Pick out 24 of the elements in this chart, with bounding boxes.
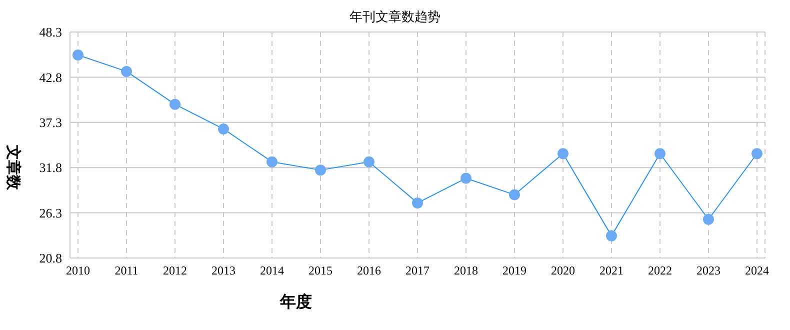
y-tick-label: 31.8 [39,160,62,176]
y-tick-label: 42.8 [39,70,62,85]
x-axis-title: 年度 [280,292,312,313]
x-tick-label: 2024 [745,264,769,278]
x-tick-label: 2019 [502,264,526,278]
x-tick-label: 2023 [696,264,720,278]
x-tick-label: 2018 [454,264,478,278]
x-tick-label: 2016 [357,264,381,278]
y-tick-label: 48.3 [39,24,62,40]
x-tick-label: 2020 [551,264,575,278]
x-tick-label: 2017 [406,264,430,278]
x-tick-label: 2011 [114,264,138,278]
y-tick-label: 20.8 [39,250,62,266]
y-tick-label: 37.3 [39,115,62,130]
x-tick-label: 2022 [648,264,672,278]
y-tick-label: 26.3 [39,205,62,220]
x-tick-label: 2014 [260,264,284,278]
chart-title: 年刊文章数趋势 [348,8,442,26]
x-tick-label: 2021 [600,264,624,278]
y-axis-title: 文章数 [4,144,23,191]
x-tick-label: 2013 [212,264,236,278]
x-tick-label: 2012 [163,264,187,278]
x-tick-label: 2010 [66,264,90,278]
x-tick-label: 2015 [308,264,332,278]
